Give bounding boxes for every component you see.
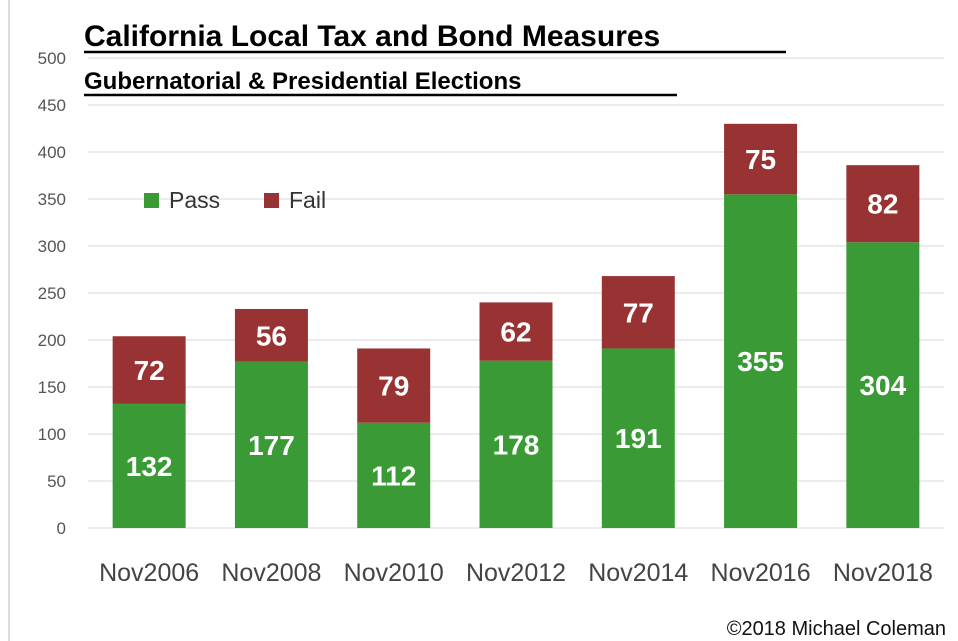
data-label-fail: 82 <box>867 189 898 220</box>
y-tick-label: 0 <box>57 519 66 538</box>
legend-label-fail: Fail <box>289 187 326 213</box>
bar-fail-nov2016 <box>724 123 798 195</box>
y-tick-label: 200 <box>38 331 66 350</box>
bar-fail-nov2010 <box>357 348 431 423</box>
y-tick-label: 100 <box>38 425 66 444</box>
x-tick-label: Nov2008 <box>221 559 321 587</box>
data-label-pass: 177 <box>248 430 295 461</box>
legend-swatch-fail <box>264 193 279 208</box>
bar-fail-nov2012 <box>479 302 553 361</box>
legend: Pass Fail <box>144 187 326 213</box>
data-label-pass: 355 <box>737 346 784 377</box>
y-tick-label: 350 <box>38 190 66 209</box>
data-label-pass: 304 <box>859 370 906 401</box>
x-tick-label: Nov2014 <box>588 559 688 587</box>
data-label-pass: 191 <box>615 423 662 454</box>
bar-fail-nov2014 <box>601 276 675 349</box>
x-axis: Nov2006 Nov2008 Nov2010 Nov2012 Nov2014 Nov20… <box>99 559 933 587</box>
bars: 132 72 177 56 112 79 178 62 191 77 355 75 304 82 <box>112 123 920 529</box>
gridlines <box>88 57 944 529</box>
y-tick-label: 500 <box>38 49 66 68</box>
x-tick-label: Nov2010 <box>344 559 444 587</box>
legend-swatch-pass <box>144 193 159 208</box>
y-tick-label: 450 <box>38 96 66 115</box>
y-tick-label: 150 <box>38 378 66 397</box>
bar-fail-nov2018 <box>846 165 920 243</box>
data-label-fail: 62 <box>500 317 531 348</box>
data-label-fail: 56 <box>256 320 287 351</box>
bar-pass-nov2012 <box>479 360 553 528</box>
bar-pass-nov2016 <box>724 194 798 529</box>
x-tick-label: Nov2012 <box>466 559 566 587</box>
data-label-pass: 112 <box>371 460 416 491</box>
y-tick-label: 250 <box>38 284 66 303</box>
chart-title: California Local Tax and Bond Measures <box>84 20 660 53</box>
bar-pass-nov2018 <box>846 242 920 529</box>
y-tick-label: 300 <box>38 237 66 256</box>
data-label-pass: 178 <box>493 429 540 460</box>
bar-pass-nov2010 <box>357 422 431 528</box>
bar-fail-nov2008 <box>234 308 308 362</box>
x-tick-label: Nov2006 <box>99 559 199 587</box>
data-label-fail: 79 <box>378 371 409 402</box>
y-axis: 0 50 100 150 200 250 300 350 400 450 500 <box>38 49 66 538</box>
data-label-fail: 72 <box>134 355 165 386</box>
x-tick-label: Nov2016 <box>711 559 811 587</box>
chart-subtitle: Gubernatorial & Presidential Elections <box>84 68 521 95</box>
y-tick-label: 50 <box>47 472 66 491</box>
data-label-fail: 77 <box>623 297 654 328</box>
y-tick-label: 400 <box>38 143 66 162</box>
bar-pass-nov2006 <box>112 403 186 528</box>
data-label-fail: 75 <box>745 144 776 175</box>
bar-fail-nov2006 <box>112 336 186 404</box>
x-tick-label: Nov2018 <box>833 559 933 587</box>
data-label-pass: 132 <box>126 451 173 482</box>
frame-border <box>8 0 10 641</box>
bar-pass-nov2008 <box>234 361 308 528</box>
legend-label-pass: Pass <box>169 187 220 213</box>
credit-text: ©2018 Michael Coleman <box>727 618 946 640</box>
bar-pass-nov2014 <box>601 348 675 528</box>
